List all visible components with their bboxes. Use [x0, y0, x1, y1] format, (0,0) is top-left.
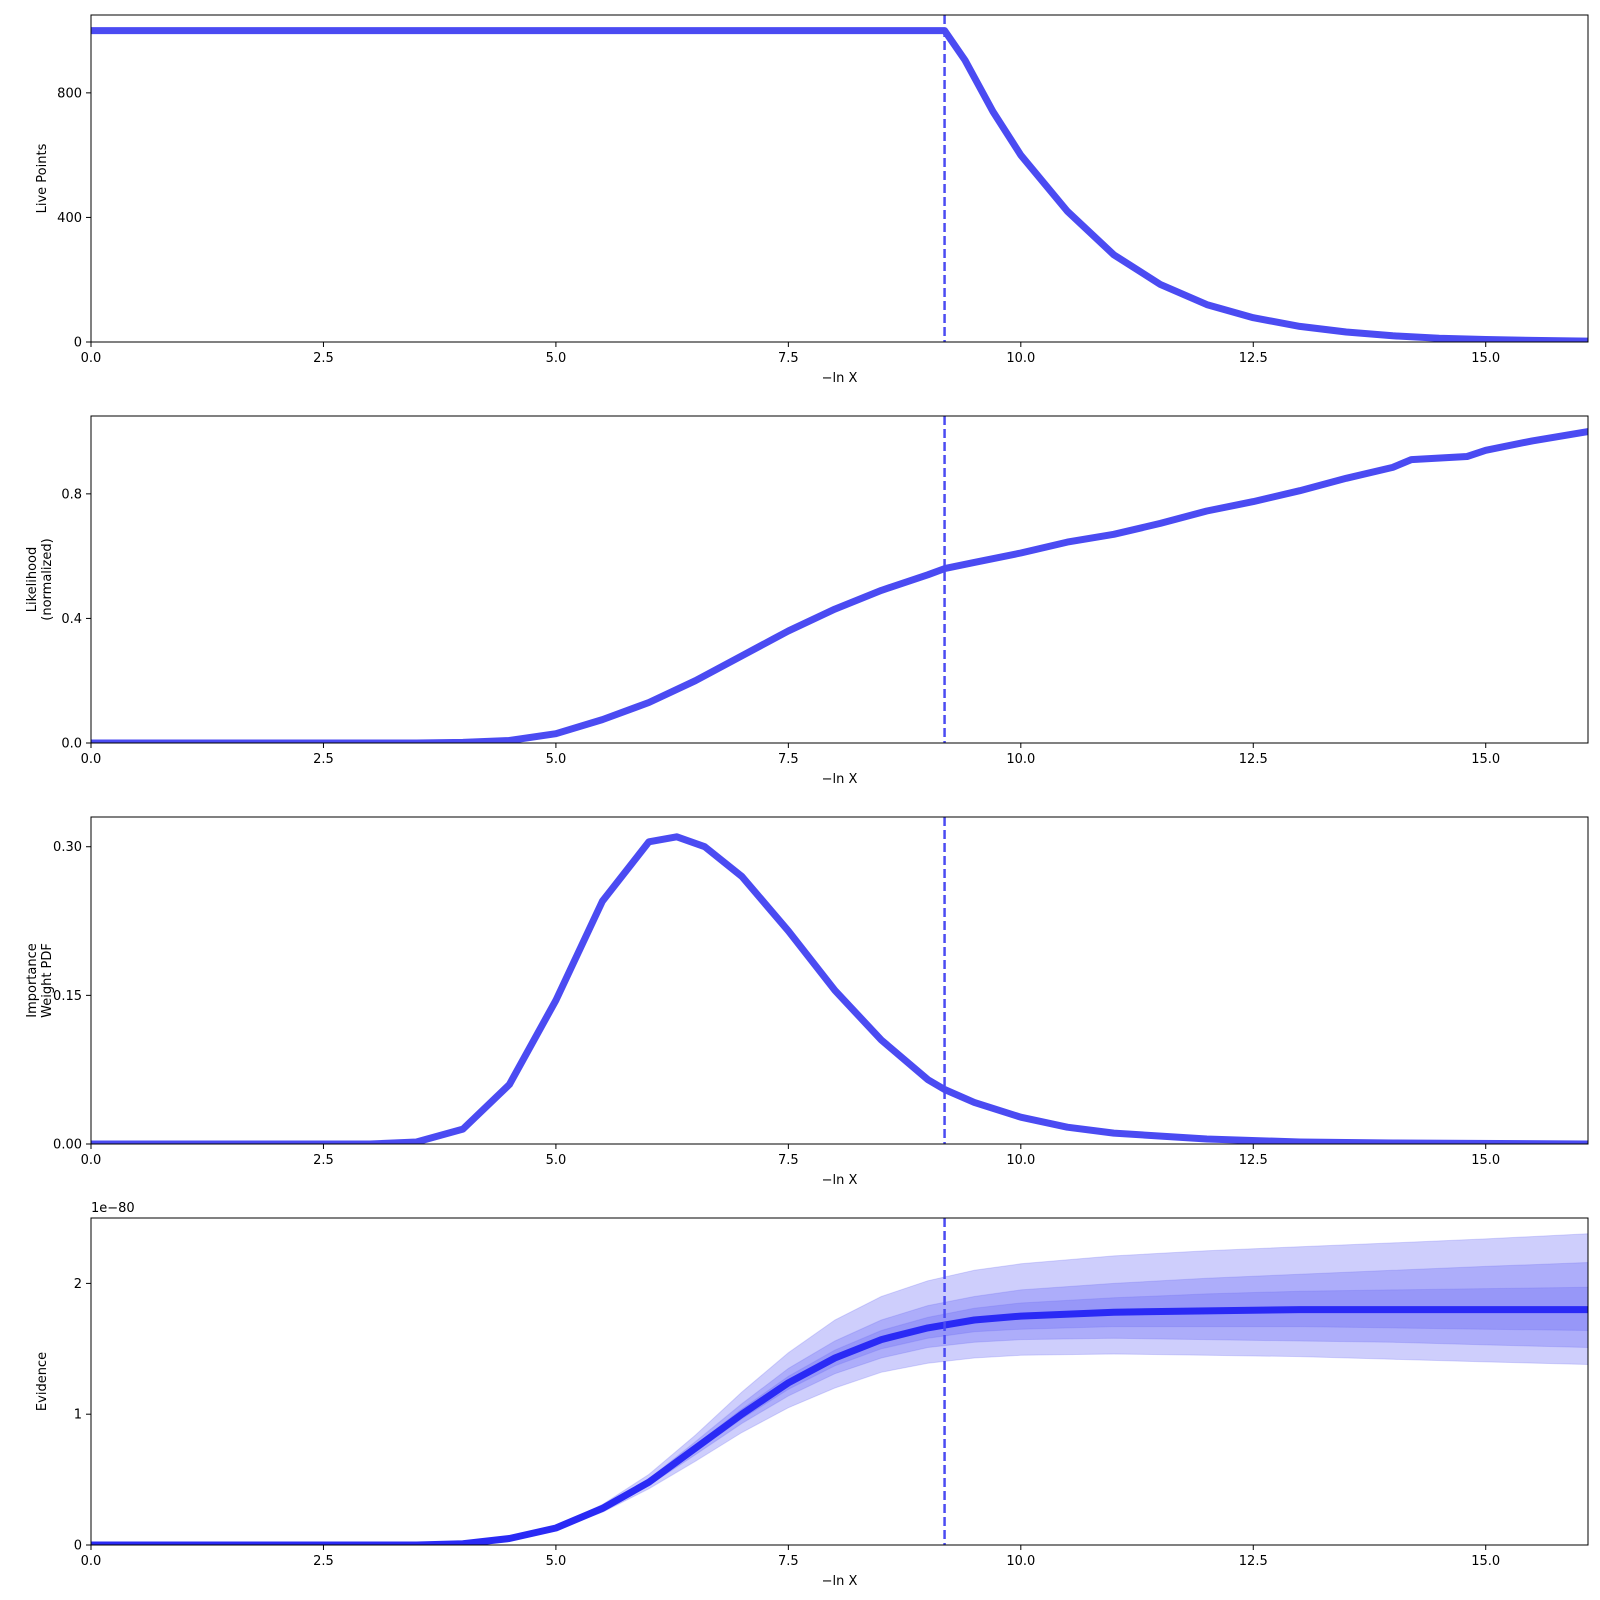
- evidence-y-offset-text: 1e−80: [91, 1201, 135, 1216]
- evidence-x-tick-label: 5.0: [546, 1554, 567, 1569]
- likelihood-axes-frame: [90, 415, 1589, 744]
- likelihood-x-tick-label: 2.5: [313, 752, 334, 767]
- live-points-y-tick-label: 800: [57, 86, 82, 101]
- importance-weight-y-axis-label: Importance: [25, 943, 40, 1018]
- importance-weight-x-tick-label: 7.5: [778, 1153, 799, 1168]
- evidence-y-tick-label: 0: [74, 1539, 82, 1554]
- likelihood-x-tick-label: 0.0: [81, 752, 102, 767]
- importance-weight-x-tick-label: 0.0: [81, 1153, 102, 1168]
- importance-weight-y-tick-label: 0.30: [53, 840, 82, 855]
- evidence-x-tick-label: 10.0: [1006, 1554, 1035, 1569]
- evidence-x-tick-label: 2.5: [313, 1554, 334, 1569]
- importance-weight-x-tick-label: 5.0: [546, 1153, 567, 1168]
- likelihood-x-tick-label: 12.5: [1239, 752, 1268, 767]
- importance-weight-plot-area: [91, 817, 1588, 1144]
- likelihood-x-tick-label: 15.0: [1471, 752, 1500, 767]
- importance-weight-panel: 0.0 2.5 5.0 7.5 10.0 12.5 15.0 0.00 0.15 0.30 −ln …: [25, 816, 1589, 1188]
- evidence-plot-area: [91, 1218, 1588, 1545]
- evidence-axes-frame: [90, 1217, 1589, 1546]
- importance-weight-x-tick-label: 10.0: [1006, 1153, 1035, 1168]
- importance-weight-y-tick-label: 0.15: [53, 989, 82, 1004]
- live-points-x-tick-label: 0.0: [81, 351, 102, 366]
- likelihood-y-tick-label: 0.0: [61, 737, 82, 752]
- importance-weight-y-axis-label: Weight PDF: [40, 943, 55, 1018]
- importance-weight-x-tick-label: 12.5: [1239, 1153, 1268, 1168]
- likelihood-y-tick-label: 0.4: [61, 612, 82, 627]
- likelihood-y-axis-label: Likelihood: [25, 547, 40, 613]
- evidence-y-tick-label: 1: [74, 1408, 82, 1423]
- likelihood-series-line: [91, 428, 1588, 743]
- live-points-x-tick-label: 7.5: [778, 351, 799, 366]
- evidence-y-axis-label: Evidence: [35, 1352, 50, 1411]
- importance-weight-axes-frame: [90, 816, 1589, 1145]
- importance-weight-y-tick-label: 0.00: [53, 1138, 82, 1153]
- evidence-x-tick-label: 7.5: [778, 1554, 799, 1569]
- live-points-panel: 0.0 2.5 5.0 7.5 10.0 12.5 15.0 0 400 800 −ln X Live…: [35, 14, 1589, 386]
- evidence-panel: 0.0 2.5 5.0 7.5 10.0 12.5 15.0 0 1 2 −ln X Evidence…: [35, 1201, 1589, 1589]
- likelihood-x-tick-label: 7.5: [778, 752, 799, 767]
- evidence-median-line: [91, 1306, 1588, 1545]
- evidence-x-axis-label: −ln X: [822, 1574, 858, 1589]
- live-points-x-tick-label: 10.0: [1006, 351, 1035, 366]
- live-points-x-tick-label: 5.0: [546, 351, 567, 366]
- likelihood-x-axis-label: −ln X: [822, 772, 858, 787]
- importance-weight-x-axis-label: −ln X: [822, 1173, 858, 1188]
- likelihood-plot-area: [91, 416, 1588, 743]
- live-points-x-axis-label: −ln X: [822, 371, 858, 386]
- live-points-y-tick-label: 400: [57, 211, 82, 226]
- live-points-x-tick-label: 12.5: [1239, 351, 1268, 366]
- importance-weight-x-tick-label: 15.0: [1471, 1153, 1500, 1168]
- likelihood-x-tick-label: 5.0: [546, 752, 567, 767]
- live-points-x-tick-label: 15.0: [1471, 351, 1500, 366]
- importance-weight-series-line: [91, 833, 1588, 1144]
- evidence-x-tick-label: 0.0: [81, 1554, 102, 1569]
- live-points-x-tick-label: 2.5: [313, 351, 334, 366]
- live-points-y-axis-label: Live Points: [35, 143, 50, 213]
- importance-weight-x-tick-label: 2.5: [313, 1153, 334, 1168]
- live-points-axes-frame: [90, 14, 1589, 343]
- evidence-x-tick-label: 12.5: [1239, 1554, 1268, 1569]
- evidence-credible-band-2: [91, 1261, 1588, 1545]
- likelihood-panel: 0.0 2.5 5.0 7.5 10.0 12.5 15.0 0.0 0.4 0.8 −ln X Li…: [25, 415, 1589, 787]
- live-points-y-tick-label: 0: [74, 336, 82, 351]
- live-points-series-line: [91, 27, 1588, 342]
- likelihood-x-tick-label: 10.0: [1006, 752, 1035, 767]
- likelihood-y-axis-label: (normalized): [40, 538, 55, 620]
- likelihood-y-tick-label: 0.8: [61, 487, 82, 502]
- evidence-y-tick-label: 2: [74, 1277, 82, 1292]
- live-points-plot-area: [91, 15, 1588, 342]
- evidence-x-tick-label: 15.0: [1471, 1554, 1500, 1569]
